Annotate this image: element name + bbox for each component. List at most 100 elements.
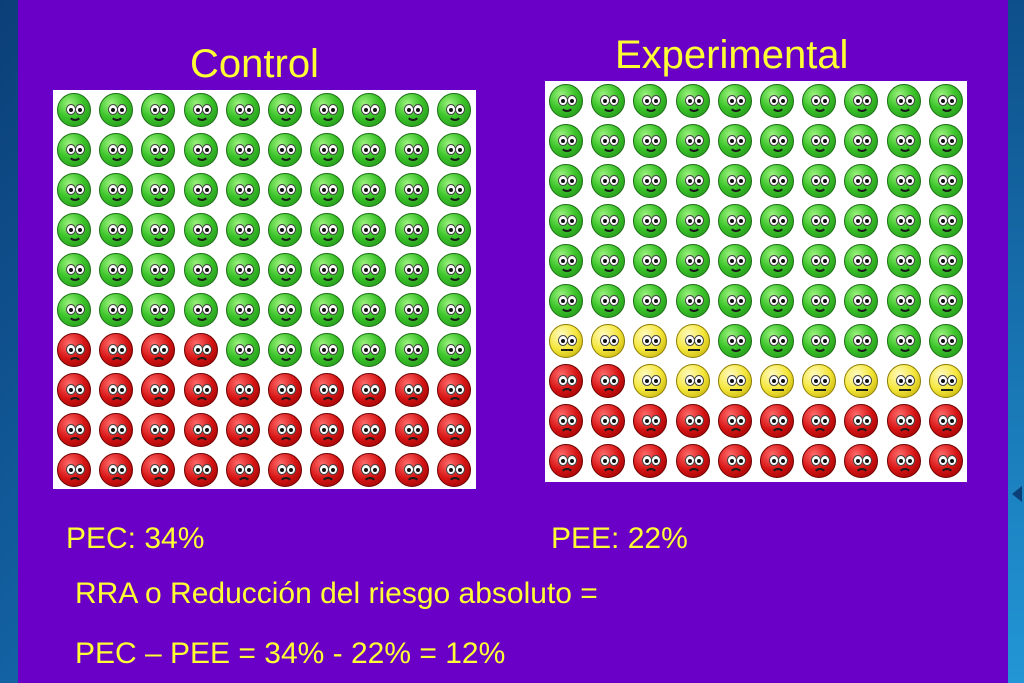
face-mouth (686, 305, 701, 312)
happy-face-icon (310, 133, 345, 167)
happy-face-icon (268, 133, 302, 167)
happy-face-icon (675, 84, 710, 118)
face-eye (735, 375, 746, 386)
face-eye (370, 464, 381, 475)
face-mouth (771, 105, 785, 112)
face-mouth (855, 105, 870, 112)
sad-face-icon (436, 453, 471, 487)
face-mouth (236, 354, 251, 361)
happy-face-icon (549, 164, 583, 198)
happy-face-icon (99, 173, 134, 207)
happy-face-icon (591, 284, 626, 318)
face-mouth (194, 437, 209, 444)
happy-face-icon (844, 284, 879, 318)
face-mouth (602, 305, 617, 312)
face-mouth (687, 349, 700, 351)
happy-face-icon (717, 124, 752, 158)
sad-face-icon (802, 444, 837, 478)
face-eye (75, 464, 85, 475)
face-mouth (279, 114, 293, 121)
face-mouth (194, 234, 209, 241)
face-eye (862, 375, 873, 386)
face-mouth (447, 274, 462, 281)
face-eye (159, 464, 170, 475)
happy-face-icon (928, 244, 963, 278)
happy-face-icon (310, 253, 345, 287)
face-mouth (728, 265, 743, 272)
happy-face-icon (760, 244, 794, 278)
happy-face-icon (225, 213, 260, 247)
face-mouth (897, 305, 912, 312)
face-mouth (68, 477, 82, 484)
face-mouth (897, 105, 912, 112)
sad-face-icon (225, 453, 260, 487)
happy-face-icon (886, 84, 921, 118)
happy-face-icon (352, 93, 387, 127)
happy-face-icon (310, 93, 345, 127)
face-mouth (897, 265, 912, 272)
face-eye (201, 424, 212, 435)
face-mouth (194, 194, 209, 201)
face-mouth (68, 154, 82, 161)
face-mouth (110, 477, 125, 484)
face-mouth (602, 428, 617, 435)
sad-face-icon (141, 453, 176, 487)
face-mouth (321, 274, 336, 281)
happy-face-icon (675, 284, 710, 318)
face-eye (651, 415, 662, 426)
face-mouth (813, 105, 828, 112)
face-mouth (687, 389, 700, 391)
face-mouth (363, 477, 378, 484)
face-mouth (405, 274, 420, 281)
face-mouth (152, 234, 167, 241)
face-mouth (194, 114, 209, 121)
happy-face-icon (760, 324, 794, 358)
face-mouth (602, 468, 617, 475)
face-mouth (686, 225, 701, 232)
face-mouth (602, 225, 617, 232)
side-decoration (1008, 0, 1024, 683)
happy-face-icon (268, 173, 302, 207)
face-mouth (321, 194, 336, 201)
sad-face-icon (760, 404, 794, 438)
face-mouth (939, 225, 954, 232)
face-mouth (363, 354, 378, 361)
sad-face-icon (141, 373, 176, 407)
sad-face-icon (225, 413, 260, 447)
face-mouth (363, 234, 378, 241)
happy-face-icon (268, 333, 302, 367)
face-eye (904, 455, 915, 466)
face-mouth (405, 397, 420, 404)
face-mouth (897, 185, 912, 192)
face-mouth (939, 468, 954, 475)
face-eye (693, 415, 704, 426)
face-mouth (236, 274, 251, 281)
happy-face-icon (394, 253, 429, 287)
face-eye (862, 455, 873, 466)
face-eye (946, 415, 957, 426)
face-eye (651, 335, 662, 346)
sad-face-icon (633, 404, 668, 438)
face-mouth (771, 145, 785, 152)
arrow-icon (1012, 486, 1022, 502)
happy-face-icon (394, 333, 429, 367)
face-mouth (813, 305, 828, 312)
face-mouth (110, 314, 125, 321)
sad-face-icon (268, 453, 302, 487)
sad-face-icon (633, 444, 668, 478)
face-mouth (447, 437, 462, 444)
face-mouth (68, 357, 82, 364)
face-mouth (602, 145, 617, 152)
happy-face-icon (225, 333, 260, 367)
face-mouth (363, 314, 378, 321)
face-mouth (405, 314, 420, 321)
face-eye (904, 415, 915, 426)
happy-face-icon (633, 204, 668, 238)
happy-face-icon (591, 84, 626, 118)
happy-face-icon (225, 293, 260, 327)
face-mouth (68, 314, 82, 321)
face-mouth (771, 265, 785, 272)
happy-face-icon (436, 253, 471, 287)
face-eye (735, 415, 746, 426)
sad-face-icon (183, 453, 218, 487)
